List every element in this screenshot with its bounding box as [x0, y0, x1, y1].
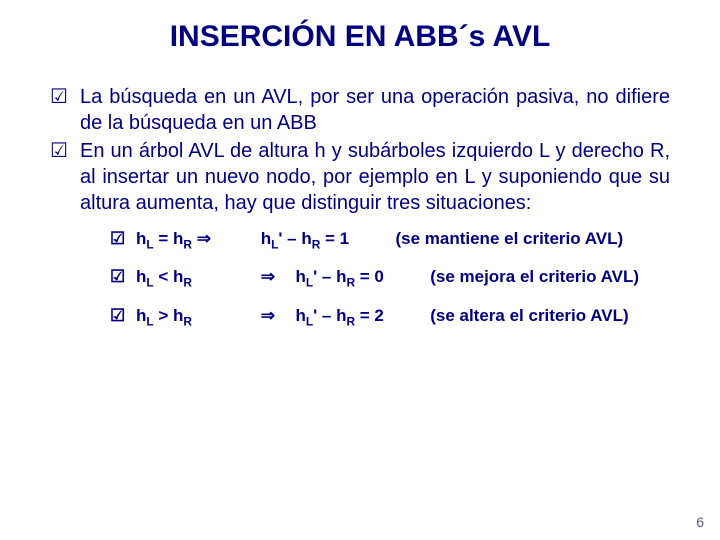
- sub3-arrow: ⇒: [261, 305, 291, 328]
- main-bullet-list: ☑ La búsqueda en un AVL, por ser una ope…: [50, 84, 670, 329]
- sub2-arrow: ⇒: [261, 266, 291, 289]
- check-icon: ☑: [50, 138, 68, 164]
- sub2-mid: hL' – hR = 0: [295, 266, 425, 290]
- check-icon: ☑: [50, 84, 68, 110]
- bullet-item-2: ☑ En un árbol AVL de altura h y subárbol…: [50, 138, 670, 329]
- sub-bullet-list: ☑ hL = hR ⇒ hL' – hR = 1 (se mantiene el…: [110, 228, 670, 329]
- bullet-text-1: La búsqueda en un AVL, por ser una opera…: [80, 86, 670, 134]
- sub-item-1: ☑ hL = hR ⇒ hL' – hR = 1 (se mantiene el…: [110, 228, 670, 252]
- slide-title: INSERCIÓN EN ABB´s AVL: [50, 20, 670, 54]
- sub2-lhs: hL < hR: [136, 266, 256, 290]
- check-icon: ☑: [110, 228, 125, 251]
- slide: INSERCIÓN EN ABB´s AVL ☑ La búsqueda en …: [0, 0, 720, 329]
- sub1-tail: (se mantiene el criterio AVL): [395, 228, 623, 251]
- sub1-lhs: hL = hR ⇒: [136, 228, 256, 252]
- sub1-mid: hL' – hR = 1: [261, 228, 391, 252]
- sub2-tail: (se mejora el criterio AVL): [430, 266, 639, 289]
- bullet-text-2: En un árbol AVL de altura h y subárboles…: [80, 140, 670, 214]
- check-icon: ☑: [110, 305, 125, 328]
- check-icon: ☑: [110, 266, 125, 289]
- sub3-lhs: hL > hR: [136, 305, 256, 329]
- sub-item-3: ☑ hL > hR ⇒ hL' – hR = 2 (se altera el c…: [110, 305, 670, 329]
- sub3-mid: hL' – hR = 2: [295, 305, 425, 329]
- page-number: 6: [696, 514, 704, 530]
- sub3-tail: (se altera el criterio AVL): [430, 305, 628, 328]
- bullet-item-1: ☑ La búsqueda en un AVL, por ser una ope…: [50, 84, 670, 136]
- sub-item-2: ☑ hL < hR ⇒ hL' – hR = 0 (se mejora el c…: [110, 266, 670, 290]
